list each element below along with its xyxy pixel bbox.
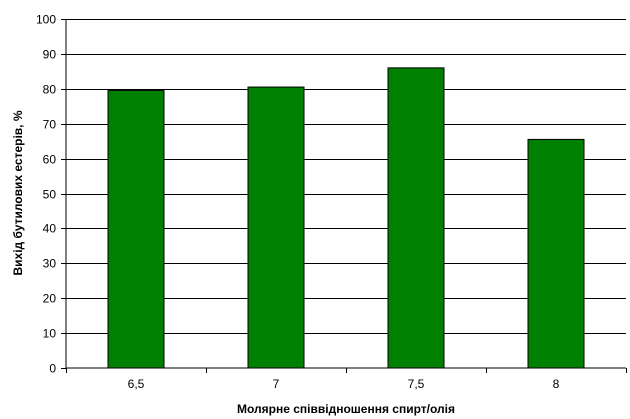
y-tick-label-50: 50	[43, 188, 57, 202]
y-axis-title: Вихід бутилових естерів, %	[11, 110, 25, 275]
y-tick-label-0: 0	[49, 362, 56, 376]
bar-7	[247, 86, 305, 369]
y-tick-label-20: 20	[43, 292, 57, 306]
y-tick-label-30: 30	[43, 257, 57, 271]
x-tick-label-6,5: 6,5	[128, 377, 145, 391]
bar-8	[527, 138, 585, 369]
y-tick-label-10: 10	[43, 327, 57, 341]
x-tick-label-8: 8	[553, 377, 560, 391]
y-ticks: 0 10 20 30 40 50 60 70 80 90 100	[36, 13, 66, 376]
y-tick-label-40: 40	[43, 222, 57, 236]
y-tick-label-80: 80	[43, 83, 57, 97]
x-tick-label-7,5: 7,5	[408, 377, 425, 391]
bar-6,5	[107, 90, 165, 369]
y-tick-label-70: 70	[43, 118, 57, 132]
x-tick-label-7: 7	[273, 377, 280, 391]
y-tick-label-90: 90	[43, 48, 57, 62]
y-tick-label-100: 100	[36, 13, 56, 27]
bar-7,5	[387, 67, 445, 369]
x-ticks: 6,5 7 7,5 8	[66, 368, 627, 391]
x-axis-title: Молярне співвідношення спирт/олія	[237, 402, 455, 416]
y-tick-label-60: 60	[43, 153, 57, 167]
bars	[107, 67, 585, 369]
